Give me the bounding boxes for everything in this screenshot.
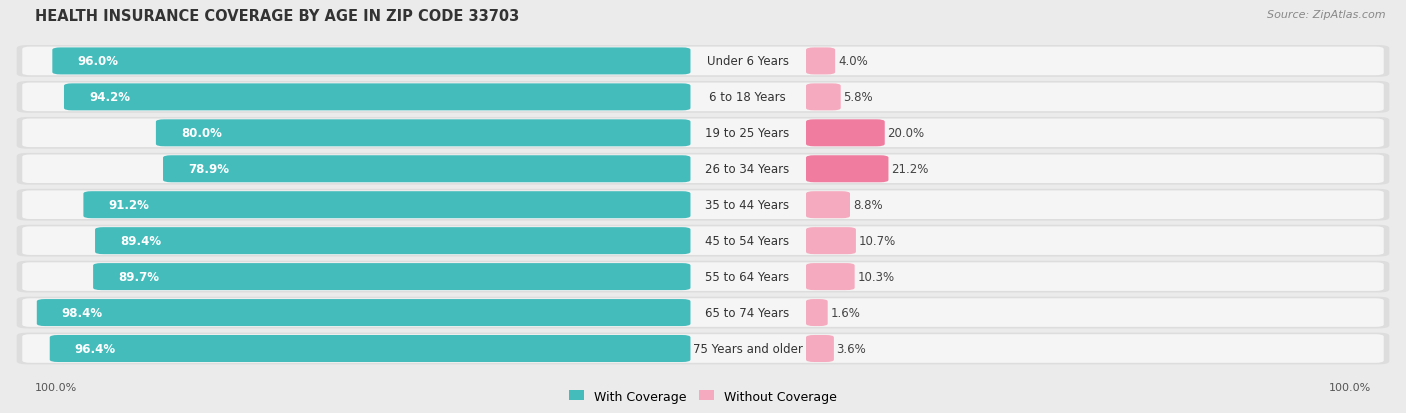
Text: Source: ZipAtlas.com: Source: ZipAtlas.com	[1267, 10, 1385, 20]
FancyBboxPatch shape	[806, 156, 889, 183]
Text: 89.4%: 89.4%	[120, 235, 162, 247]
FancyBboxPatch shape	[17, 82, 1389, 114]
Text: 10.7%: 10.7%	[859, 235, 896, 247]
FancyBboxPatch shape	[22, 47, 1384, 76]
Text: 45 to 54 Years: 45 to 54 Years	[706, 235, 790, 247]
FancyBboxPatch shape	[806, 84, 841, 111]
FancyBboxPatch shape	[17, 190, 1389, 221]
Text: 78.9%: 78.9%	[188, 163, 229, 176]
FancyBboxPatch shape	[22, 155, 1384, 184]
FancyBboxPatch shape	[17, 297, 1389, 329]
Text: 4.0%: 4.0%	[838, 55, 868, 68]
FancyBboxPatch shape	[17, 118, 1389, 150]
FancyBboxPatch shape	[65, 84, 690, 111]
FancyBboxPatch shape	[806, 228, 856, 254]
FancyBboxPatch shape	[17, 225, 1389, 257]
FancyBboxPatch shape	[37, 299, 690, 326]
Text: 20.0%: 20.0%	[887, 127, 925, 140]
FancyBboxPatch shape	[17, 333, 1389, 365]
Text: 55 to 64 Years: 55 to 64 Years	[706, 271, 790, 283]
Text: 65 to 74 Years: 65 to 74 Years	[706, 306, 790, 319]
Text: Under 6 Years: Under 6 Years	[707, 55, 789, 68]
Text: 6 to 18 Years: 6 to 18 Years	[709, 91, 786, 104]
FancyBboxPatch shape	[22, 299, 1384, 327]
Text: 10.3%: 10.3%	[858, 271, 894, 283]
FancyBboxPatch shape	[22, 191, 1384, 219]
Text: 91.2%: 91.2%	[108, 199, 149, 212]
Text: 98.4%: 98.4%	[62, 306, 103, 319]
FancyBboxPatch shape	[22, 227, 1384, 255]
Text: 21.2%: 21.2%	[891, 163, 928, 176]
Text: 8.8%: 8.8%	[853, 199, 883, 212]
Text: 75 Years and older: 75 Years and older	[693, 342, 803, 355]
FancyBboxPatch shape	[163, 156, 690, 183]
Text: 89.7%: 89.7%	[118, 271, 159, 283]
FancyBboxPatch shape	[49, 335, 690, 362]
FancyBboxPatch shape	[17, 261, 1389, 293]
FancyBboxPatch shape	[17, 46, 1389, 78]
Text: 96.4%: 96.4%	[75, 342, 115, 355]
FancyBboxPatch shape	[806, 192, 851, 219]
FancyBboxPatch shape	[22, 335, 1384, 363]
FancyBboxPatch shape	[22, 263, 1384, 291]
FancyBboxPatch shape	[806, 48, 835, 75]
FancyBboxPatch shape	[806, 120, 884, 147]
Text: 19 to 25 Years: 19 to 25 Years	[706, 127, 790, 140]
FancyBboxPatch shape	[22, 119, 1384, 148]
FancyBboxPatch shape	[96, 228, 690, 254]
FancyBboxPatch shape	[806, 263, 855, 290]
Text: 96.0%: 96.0%	[77, 55, 118, 68]
FancyBboxPatch shape	[22, 83, 1384, 112]
Text: 5.8%: 5.8%	[844, 91, 873, 104]
Legend: With Coverage, Without Coverage: With Coverage, Without Coverage	[564, 385, 842, 408]
Text: 80.0%: 80.0%	[181, 127, 222, 140]
FancyBboxPatch shape	[52, 48, 690, 75]
Text: HEALTH INSURANCE COVERAGE BY AGE IN ZIP CODE 33703: HEALTH INSURANCE COVERAGE BY AGE IN ZIP …	[35, 9, 519, 24]
Text: 35 to 44 Years: 35 to 44 Years	[706, 199, 790, 212]
Text: 100.0%: 100.0%	[35, 382, 77, 392]
Text: 100.0%: 100.0%	[1329, 382, 1371, 392]
FancyBboxPatch shape	[83, 192, 690, 219]
FancyBboxPatch shape	[93, 263, 690, 290]
FancyBboxPatch shape	[17, 154, 1389, 185]
Text: 3.6%: 3.6%	[837, 342, 866, 355]
Text: 94.2%: 94.2%	[89, 91, 129, 104]
Text: 1.6%: 1.6%	[831, 306, 860, 319]
FancyBboxPatch shape	[806, 335, 834, 362]
FancyBboxPatch shape	[156, 120, 690, 147]
FancyBboxPatch shape	[806, 299, 828, 326]
Text: 26 to 34 Years: 26 to 34 Years	[706, 163, 790, 176]
